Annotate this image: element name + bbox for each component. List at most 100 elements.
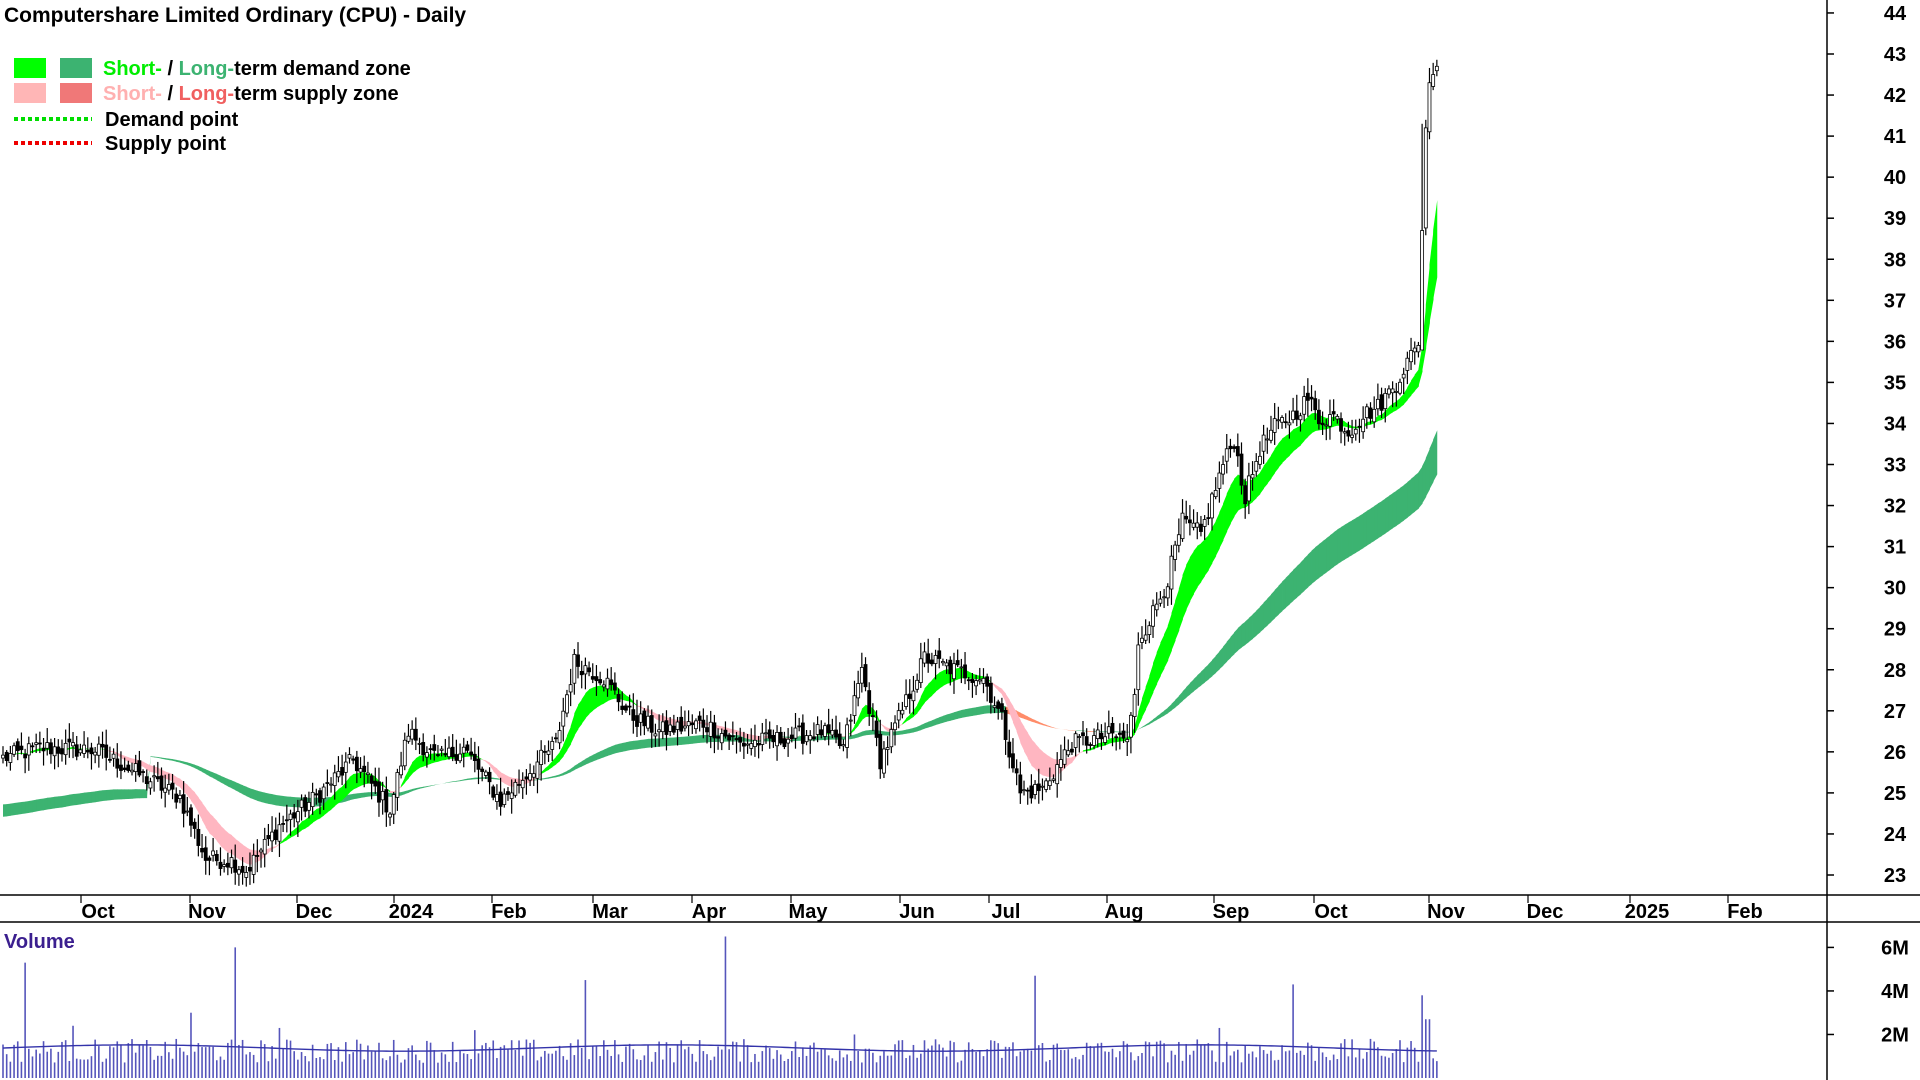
candle-body (926, 653, 931, 664)
candle-body (248, 866, 252, 872)
candle-body (461, 746, 466, 754)
long-term-zone (36, 798, 41, 812)
long-term-zone (47, 797, 52, 810)
short-term-zone (1009, 699, 1014, 723)
short-term-zone (968, 671, 973, 679)
long-term-zone (695, 735, 701, 744)
candle-body (214, 853, 219, 862)
candle-body (192, 821, 197, 829)
candle-body (867, 690, 872, 714)
candle-body (734, 738, 739, 740)
short-term-zone (1149, 662, 1154, 702)
candle-body (506, 791, 510, 795)
candle-body (513, 781, 518, 796)
candle-body (159, 775, 164, 791)
candle-body (929, 659, 934, 665)
candle-body (1434, 65, 1439, 72)
long-term-zone (946, 713, 951, 722)
long-term-zone (850, 734, 855, 740)
candle-body (992, 705, 997, 708)
short-term-zone (242, 844, 247, 864)
candle-body (1066, 750, 1071, 756)
long-term-zone (1374, 503, 1379, 541)
short-term-zone (323, 800, 328, 816)
candle-body (819, 729, 824, 736)
long-term-zone (102, 789, 107, 802)
long-term-zone (143, 789, 148, 799)
candle-body (1058, 759, 1063, 768)
short-term-zone (629, 697, 634, 704)
candle-body (1254, 461, 1259, 472)
candle-body (211, 850, 216, 856)
long-term-zone (1263, 598, 1268, 629)
candle-body (520, 780, 525, 789)
short-term-zone (1016, 712, 1021, 743)
candle-body (730, 735, 735, 738)
long-term-zone (1352, 518, 1357, 556)
candle-body (447, 747, 451, 758)
candle-body (502, 793, 507, 805)
candle-body (911, 690, 916, 702)
candle-body (1420, 230, 1425, 351)
candle-body (550, 741, 555, 750)
short-term-zone (319, 804, 325, 819)
long-term-zone (128, 789, 133, 799)
candle-body (377, 781, 381, 803)
candle-body (697, 715, 702, 721)
long-term-zone (618, 743, 623, 753)
long-term-zone (953, 711, 959, 720)
candle-body (782, 738, 787, 748)
candle-body (310, 791, 315, 808)
candle-body (443, 753, 448, 756)
short-term-zone (563, 735, 568, 757)
long-term-zone (1024, 714, 1029, 721)
short-term-zone (194, 792, 199, 814)
short-term-zone (736, 730, 741, 736)
candle-body (1361, 418, 1366, 433)
short-term-zone (17, 752, 22, 755)
legend-demand-point-label: Demand point (105, 109, 239, 131)
long-term-zone (286, 796, 291, 807)
long-term-zone (423, 786, 428, 788)
short-term-zone (570, 713, 575, 745)
long-term-zone (1407, 478, 1412, 518)
long-term-zone (43, 797, 48, 811)
candle-body (74, 744, 79, 757)
short-term-zone (640, 706, 645, 711)
candle-body (218, 861, 223, 869)
candle-body (1184, 515, 1189, 520)
short-term-zone (1411, 374, 1416, 396)
candle-body (1412, 347, 1417, 353)
candle-body (222, 864, 227, 867)
long-term-zone (585, 756, 590, 765)
short-term-zone (813, 734, 819, 737)
price-tick-label: 37 (1884, 290, 1906, 312)
candle-body (1117, 732, 1122, 735)
candle-body (1261, 434, 1266, 452)
candle-body (85, 749, 90, 753)
date-tick-label: Aug (1105, 901, 1144, 923)
long-term-zone (1053, 727, 1058, 729)
candle-body (1387, 388, 1391, 395)
long-term-zone (640, 739, 645, 749)
candle-body (314, 793, 319, 796)
long-term-zone (909, 727, 914, 734)
long-term-zone (449, 781, 454, 783)
candle-body (424, 752, 429, 758)
short-term-zone (1068, 757, 1073, 766)
candle-body (369, 775, 374, 784)
candle-body (119, 764, 123, 771)
long-term-zone (1248, 614, 1253, 642)
legend-supply-point-label: Supply point (105, 133, 226, 155)
volume-title: Volume (4, 931, 75, 953)
candle-body (1305, 392, 1310, 401)
short-term-zone (1108, 737, 1113, 744)
candle-body (528, 773, 532, 781)
long-term-zone (98, 790, 103, 802)
candle-body (1342, 431, 1347, 434)
long-term-zone (367, 792, 372, 797)
short-term-zone (544, 765, 549, 772)
date-tick-label: Sep (1213, 901, 1250, 923)
candle-body (808, 735, 813, 741)
